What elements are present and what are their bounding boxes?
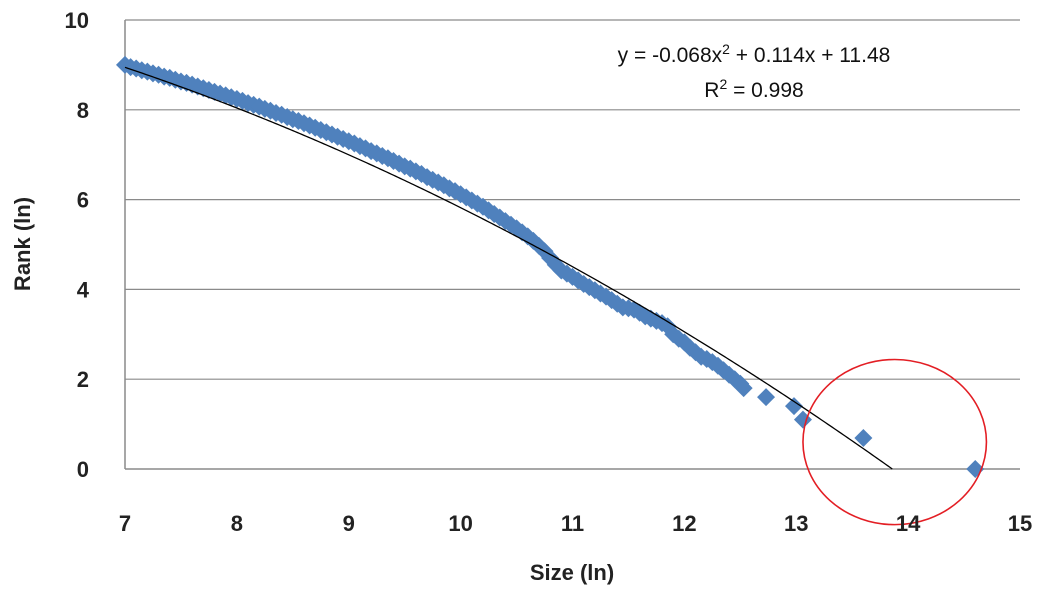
r-squared-label: R2 = 0.998 — [704, 76, 803, 102]
x-tick-label: 15 — [1008, 511, 1032, 536]
data-points — [116, 55, 985, 478]
equation-label: y = -0.068x2 + 0.114x + 11.48 — [618, 41, 891, 67]
y-tick-label: 0 — [77, 457, 89, 482]
trendline — [124, 66, 893, 470]
equation-prefix: y = -0.068x — [618, 44, 723, 67]
r-squared-prefix: R — [704, 79, 719, 102]
x-tick-label: 10 — [448, 511, 472, 536]
y-tick-label: 8 — [77, 98, 89, 123]
x-tick-label: 13 — [784, 511, 808, 536]
data-point — [757, 388, 776, 407]
data-point — [854, 429, 873, 448]
x-tick-label: 9 — [343, 511, 355, 536]
r-squared-suffix: = 0.998 — [727, 79, 803, 102]
y-tick-label: 4 — [77, 277, 90, 302]
x-tick-label: 8 — [231, 511, 243, 536]
x-tick-label: 11 — [561, 511, 584, 536]
x-tick-label: 7 — [119, 511, 131, 536]
data-point — [734, 379, 753, 398]
x-axis-title: Size (ln) — [530, 560, 614, 585]
tick-labels: 0 2 4 6 8 10 7 8 9 10 11 12 13 14 15 — [65, 8, 1033, 536]
x-tick-label: 14 — [896, 511, 921, 536]
highlight-circle — [802, 358, 988, 526]
data-point — [785, 397, 804, 416]
y-axis-title: Rank (ln) — [10, 197, 35, 291]
y-tick-label: 2 — [77, 367, 89, 392]
y-tick-label: 6 — [77, 188, 89, 213]
equation-superscript: 2 — [722, 41, 730, 57]
y-tick-label: 10 — [65, 8, 89, 33]
r-squared-superscript: 2 — [719, 76, 727, 92]
equation-suffix: + 0.114x + 11.48 — [730, 44, 890, 67]
x-tick-label: 12 — [672, 511, 696, 536]
